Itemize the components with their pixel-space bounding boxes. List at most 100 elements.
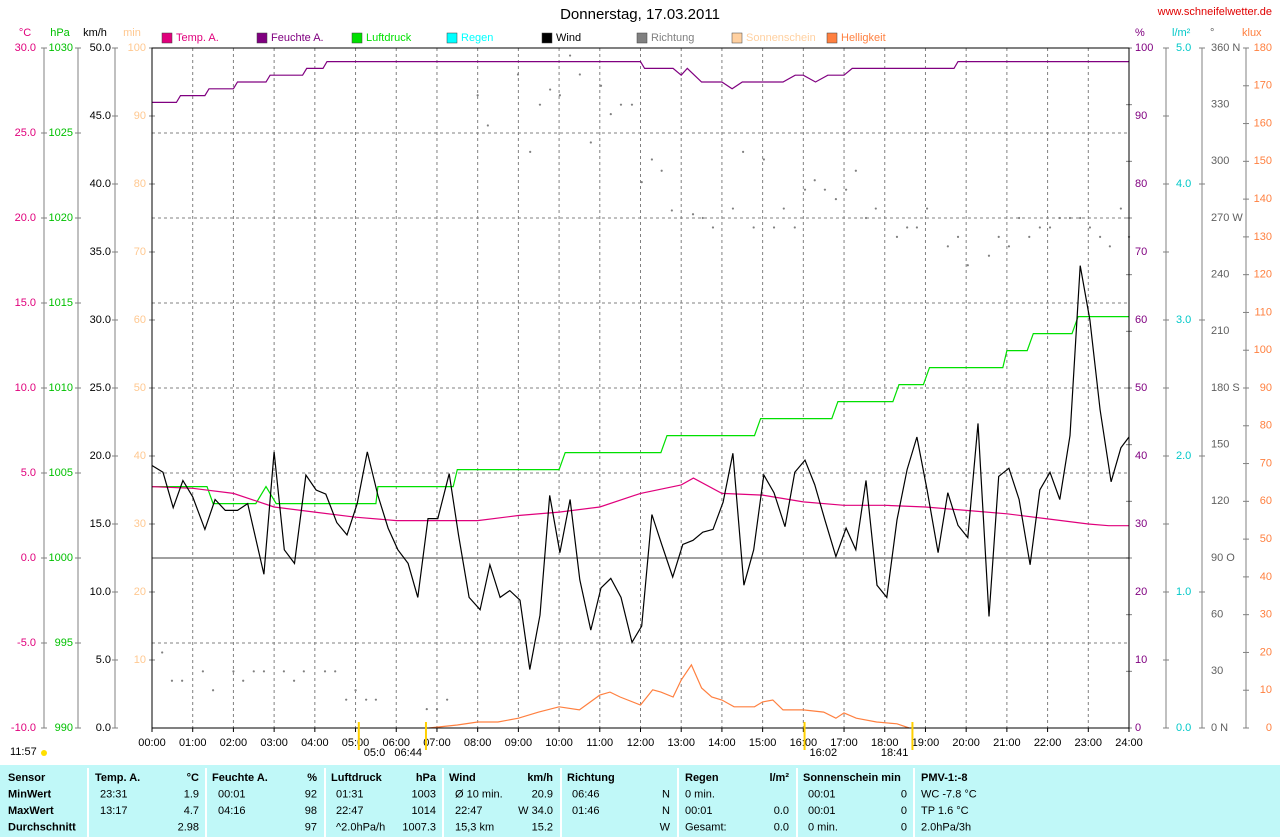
direction-dot: [425, 708, 428, 711]
y-tick-label: 360 N: [1211, 42, 1240, 54]
direction-dot: [711, 226, 715, 229]
legend-label: Luftdruck: [366, 32, 412, 44]
y-tick-label: 120: [1254, 269, 1272, 281]
table-cell: N: [662, 788, 670, 800]
table-cell: 01:46: [572, 805, 600, 817]
table-cell: Gesamt:: [685, 821, 727, 833]
y-tick-label: 180: [1254, 42, 1272, 54]
legend-label: Wind: [556, 32, 581, 44]
y-tick-label: 180 S: [1211, 382, 1240, 394]
direction-dot: [966, 264, 969, 267]
x-tick-label: 03:00: [260, 737, 288, 749]
series-line: [151, 477, 1129, 527]
table-cell: MaxWert: [8, 805, 54, 817]
x-tick-label: 18:00: [871, 737, 899, 749]
y-tick-label: 1030: [49, 42, 73, 54]
table-cell: Ø 10 min.: [455, 788, 503, 800]
y-tick-label: 25.0: [15, 127, 36, 139]
direction-dot: [854, 169, 857, 172]
direction-dot: [242, 679, 245, 682]
y-tick-label: 50: [1260, 533, 1272, 545]
y-tick-label: 2.0: [1176, 450, 1191, 462]
direction-dot: [813, 179, 816, 182]
table-cell: 1003: [412, 788, 436, 800]
y-tick-label: 80: [1135, 178, 1147, 190]
direction-dot: [262, 670, 266, 673]
direction-dot: [529, 150, 532, 153]
table-cell: W 34.0: [518, 805, 553, 817]
table-cell: 23:31: [100, 788, 128, 800]
table-cell: 2.98: [178, 821, 199, 833]
direction-dot: [741, 150, 745, 153]
table-cell: 0.0: [774, 805, 789, 817]
direction-dot: [435, 708, 439, 711]
table-cell: 0 min.: [808, 821, 838, 833]
x-tick-label: 10:00: [545, 737, 573, 749]
x-tick-label: 21:00: [993, 737, 1021, 749]
table-cell: 04:16: [218, 805, 246, 817]
x-tick-label: 23:00: [1075, 737, 1103, 749]
y-tick-label: 995: [55, 637, 73, 649]
y-tick-label: 35.0: [90, 246, 111, 258]
legend-label: Regen: [461, 32, 493, 44]
table-cell: MinWert: [8, 788, 52, 800]
source: www.schneifelwetter.de: [1157, 6, 1272, 18]
direction-dot: [864, 216, 868, 220]
series-line: [151, 265, 1130, 670]
direction-dot: [589, 141, 592, 144]
chart-title: Donnerstag, 17.03.2011: [560, 6, 720, 23]
y-tick-label: 30: [1260, 609, 1272, 621]
x-tick-label: 06:00: [382, 737, 410, 749]
table-cell: 01:31: [336, 788, 364, 800]
direction-dot: [476, 94, 479, 97]
legend-swatch: [446, 32, 458, 44]
direction-dot: [252, 670, 255, 673]
direction-dot: [292, 679, 296, 682]
direction-dot: [1068, 216, 1072, 220]
y-tick-label: 10: [1135, 654, 1147, 666]
y-tick-label: 20: [1135, 586, 1147, 598]
table-cell: 0: [901, 821, 907, 833]
y-tick-label: 150: [1211, 439, 1229, 451]
x-tick-label: 01:00: [179, 737, 207, 749]
table: Sensor Temp. A. °C Feuchte A.% Luftdruck hPa W…: [8, 768, 977, 837]
legend-swatch: [161, 32, 173, 44]
table-cell: 00:01: [808, 788, 836, 800]
axis-unit: klux: [1242, 27, 1262, 39]
y-tick-label: 0.0: [1176, 722, 1191, 734]
direction-dot: [997, 235, 1000, 238]
direction-dot: [670, 209, 673, 212]
table-cell: 20.9: [532, 788, 553, 800]
legend-label: Feuchte A.: [271, 32, 324, 44]
table-cell: 98: [305, 805, 317, 817]
direction-dot: [619, 103, 623, 106]
y-tick-label: 30.0: [90, 314, 111, 326]
direction-dot: [895, 235, 899, 238]
y-tick-label: 40: [134, 450, 146, 462]
y-tick-label: 40.0: [90, 178, 111, 190]
y-tick-label: 20.0: [15, 212, 36, 224]
y-tick-label: 140: [1254, 193, 1272, 205]
y-tick-label: -5.0: [17, 637, 36, 649]
y-tick-label: 270 W: [1211, 212, 1243, 224]
direction-dot: [782, 207, 785, 210]
y-tick-label: 70: [1135, 246, 1147, 258]
y-tick-label: 100: [128, 42, 146, 54]
y-tick-label: 1.0: [1176, 586, 1191, 598]
direction-dot: [302, 670, 305, 673]
legend-label: Sonnenschein: [746, 32, 816, 44]
y-tick-label: 20: [134, 586, 146, 598]
y-tick-label: 10.0: [90, 586, 111, 598]
table-header: %: [307, 772, 317, 784]
direction-dot: [568, 54, 572, 57]
y-tick-label: -10.0: [11, 722, 36, 734]
y-tick-label: 120: [1211, 495, 1229, 507]
direction-dot: [946, 245, 949, 248]
x-tick-label: 20:00: [952, 737, 980, 749]
table-cell: 1014: [412, 805, 436, 817]
table-cell: 00:01: [808, 805, 836, 817]
table-cell: 06:46: [572, 788, 600, 800]
direction-dot: [232, 670, 235, 673]
direction-dot: [803, 188, 807, 191]
